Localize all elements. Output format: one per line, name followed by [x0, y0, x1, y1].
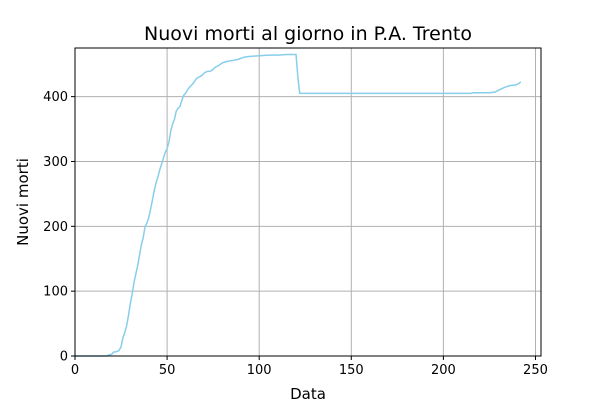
- y-axis-label: Nuovi morti: [14, 158, 32, 246]
- x-tick-label: 0: [71, 363, 79, 378]
- y-tick-label: 400: [43, 90, 68, 105]
- x-tick-label: 50: [159, 363, 176, 378]
- x-axis-label: Data: [290, 385, 326, 400]
- x-tick-label: 100: [247, 363, 272, 378]
- axis-ticks: 0 50 100 150 200 250 0 100 200 300 400: [43, 90, 548, 378]
- chart-title: Nuovi morti al giorno in P.A. Trento: [144, 23, 472, 45]
- x-tick-label: 150: [339, 363, 364, 378]
- grid-lines: [74, 48, 541, 357]
- y-tick-label: 100: [43, 285, 68, 300]
- x-tick-label: 250: [523, 363, 548, 378]
- y-tick-label: 300: [43, 155, 68, 170]
- y-tick-label: 200: [43, 220, 68, 235]
- y-tick-label: 0: [60, 350, 68, 365]
- plot-frame: [74, 47, 542, 357]
- series-line: [75, 53, 522, 357]
- x-tick-label: 200: [431, 363, 456, 378]
